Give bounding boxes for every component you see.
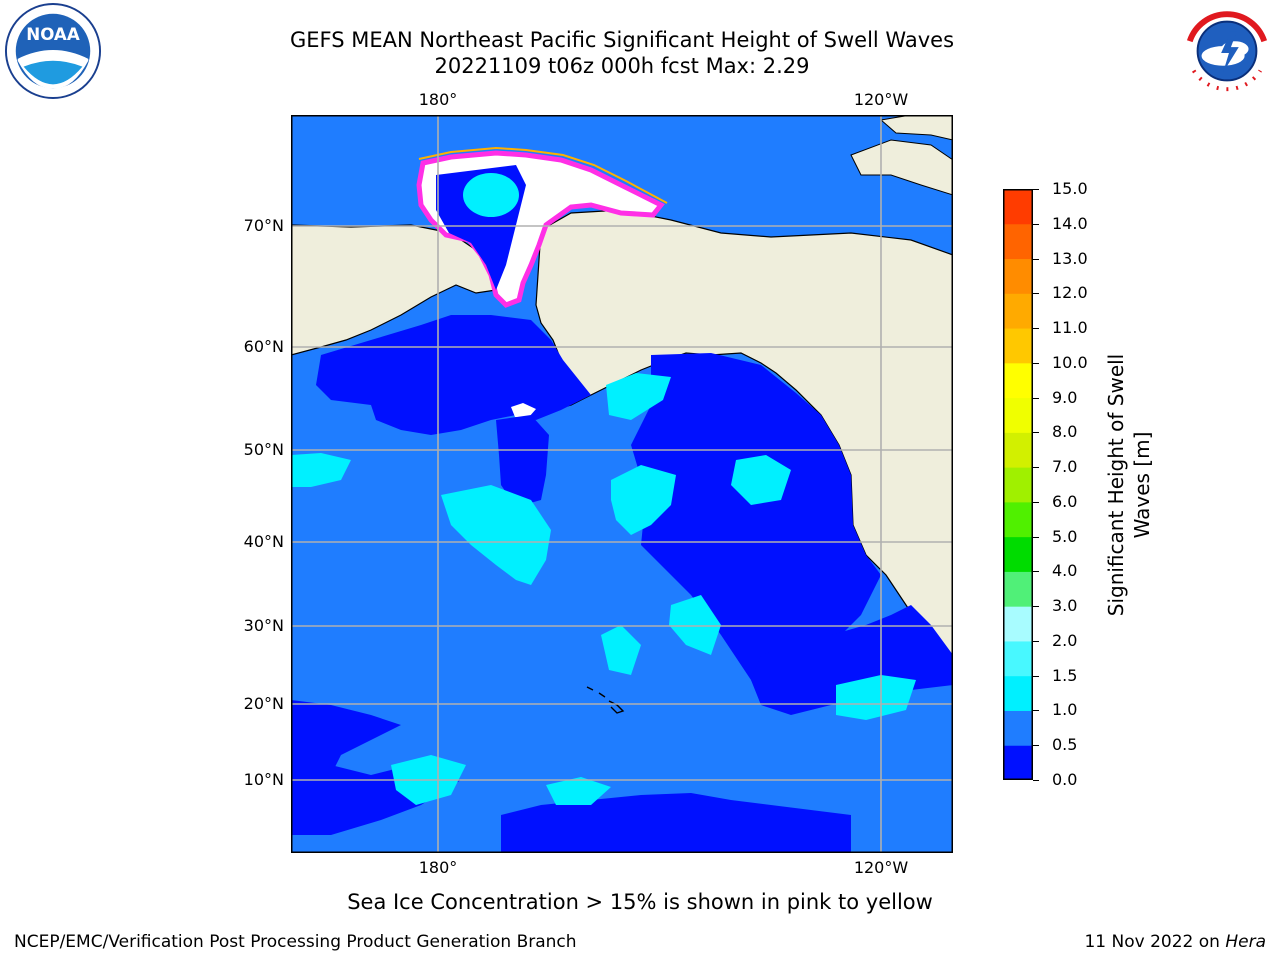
colorbar-tick-label: 3.0: [1052, 596, 1078, 616]
colorbar-swatch: [1003, 571, 1033, 607]
colorbar-tick-label: 12.0: [1052, 283, 1088, 303]
colorbar-tick-label: 8.0: [1052, 422, 1078, 442]
ocean-cyan-patch-2: [611, 465, 676, 535]
colorbar-swatch: [1003, 432, 1033, 468]
lon-label-bottom-120w: 120°W: [853, 858, 909, 877]
map-title: GEFS MEAN Northeast Pacific Significant …: [289, 28, 955, 52]
colorbar-swatch: [1003, 675, 1033, 711]
ocean-bering-white: [511, 403, 536, 417]
land-northwest: [291, 224, 497, 356]
lat-label-10n: 10°N: [243, 770, 284, 789]
map-graticule: [291, 115, 953, 853]
ocean-cyan-patch-9: [546, 777, 611, 805]
colorbar-tick-label: 1.5: [1052, 665, 1078, 685]
colorbar-tick-mark: [1033, 467, 1039, 469]
colorbar-tick-label: 0.0: [1052, 770, 1078, 789]
colorbar-swatch: [1003, 536, 1033, 572]
colorbar-tick-mark: [1033, 536, 1039, 538]
colorbar-tick-mark: [1033, 571, 1039, 573]
land-arctic-islands: [850, 139, 953, 196]
colorbar-tick-label: 15.0: [1052, 179, 1088, 198]
colorbar-tick-mark: [1033, 432, 1039, 434]
wave-height-map: [291, 115, 953, 853]
lat-label-70n: 70°N: [243, 216, 284, 235]
colorbar-tick-label: 6.0: [1052, 491, 1078, 511]
colorbar-tick-mark: [1033, 640, 1039, 642]
colorbar-swatch: [1003, 640, 1033, 677]
colorbar-tick-mark: [1033, 293, 1039, 295]
colorbar-tick-mark: [1033, 745, 1039, 747]
colorbar-swatch: [1003, 710, 1033, 746]
colorbar-tick-mark: [1033, 397, 1039, 399]
colorbar-tick-label: 4.0: [1052, 561, 1078, 581]
sea-ice-chukchi-outer: [418, 146, 668, 204]
map-subtitle: 20221109 t06z 000h fcst Max: 2.29: [434, 54, 810, 78]
noaa-logo: NOAA: [4, 2, 102, 100]
colorbar-tick-label: 7.0: [1052, 457, 1078, 477]
colorbar-swatch: [1003, 362, 1033, 399]
colorbar-tick-mark: [1033, 223, 1039, 225]
colorbar-swatch: [1003, 501, 1033, 538]
colorbar-tick-mark: [1033, 710, 1039, 712]
footer-date-text: 11 Nov 2022 on: [1084, 932, 1226, 952]
footer-host: Hera: [1225, 932, 1266, 952]
colorbar-swatch: [1003, 293, 1033, 329]
colorbar-swatch: [1003, 606, 1033, 642]
lat-label-50n: 50°N: [243, 440, 284, 459]
colorbar-swatch: [1003, 745, 1033, 780]
colorbar-swatch: [1003, 258, 1033, 294]
colorbar-tick-label: 14.0: [1052, 213, 1088, 233]
land-arctic-islands-2: [879, 115, 953, 141]
lon-label-bottom-180: 180°: [418, 858, 458, 877]
ocean-cyan-patch-1: [441, 485, 551, 585]
ocean-gulf-alaska-deep: [631, 353, 881, 695]
colorbar-tick-mark: [1033, 675, 1039, 677]
ocean-tropic-deep-west: [291, 700, 401, 785]
colorbar-tick-mark: [1033, 362, 1039, 364]
colorbar-tick-label: 11.0: [1052, 318, 1088, 338]
colorbar-swatch: [1003, 328, 1033, 364]
colorbar-tick-mark: [1033, 780, 1039, 781]
colorbar-tick-mark: [1033, 328, 1039, 330]
colorbar-swatch: [1003, 189, 1033, 225]
sea-ice-caption: Sea Ice Concentration > 15% is shown in …: [347, 890, 933, 914]
colorbar-swatch: [1003, 223, 1033, 260]
colorbar-tick-mark: [1033, 189, 1039, 190]
lat-label-40n: 40°N: [243, 532, 284, 551]
lat-label-20n: 20°N: [243, 694, 284, 713]
colorbar-label-line1: Significant Height of Swell: [1104, 353, 1128, 617]
ocean-cyan-patch-6: [669, 595, 721, 655]
ocean-cyan-patch-4: [731, 455, 791, 505]
ocean-cyan-patch-10: [601, 625, 641, 675]
noaa-logo-text: NOAA: [26, 25, 80, 44]
colorbar-tick-label: 0.5: [1052, 735, 1078, 755]
colorbar-tick-label: 13.0: [1052, 248, 1088, 268]
ocean-cyan-patch-7: [836, 675, 916, 720]
colorbar-tick-label: 9.0: [1052, 387, 1078, 407]
colorbar-tick-label: 5.0: [1052, 526, 1078, 546]
ocean-chukchi-cyan: [463, 173, 519, 217]
colorbar-tick-label: 1.0: [1052, 700, 1078, 720]
ocean-tropic-deep-south: [501, 793, 851, 853]
colorbar-tick-label: 2.0: [1052, 630, 1078, 650]
lat-label-30n: 30°N: [243, 616, 284, 635]
colorbar-tick-mark: [1033, 606, 1039, 608]
footer-date: 11 Nov 2022 on Hera: [1084, 932, 1266, 952]
colorbar-tick-label: 10.0: [1052, 352, 1088, 372]
colorbar-tick-mark: [1033, 258, 1039, 260]
colorbar-swatch: [1003, 467, 1033, 503]
ocean-cyan-patch-3: [606, 373, 671, 420]
nws-logo: [1179, 3, 1275, 99]
footer-credit: NCEP/EMC/Verification Post Processing Pr…: [14, 932, 577, 952]
lon-label-top-120w: 120°W: [853, 90, 909, 109]
ocean-cyan-patch-5: [291, 453, 351, 487]
colorbar-tick-mark: [1033, 501, 1039, 503]
lat-label-60n: 60°N: [243, 337, 284, 356]
map-frame: [291, 115, 953, 853]
colorbar-label-line2: Waves [m]: [1130, 431, 1154, 539]
lon-label-top-180: 180°: [418, 90, 458, 109]
colorbar-swatch: [1003, 397, 1033, 433]
colorbar: [1003, 189, 1033, 780]
ocean-central-deep: [496, 415, 549, 507]
